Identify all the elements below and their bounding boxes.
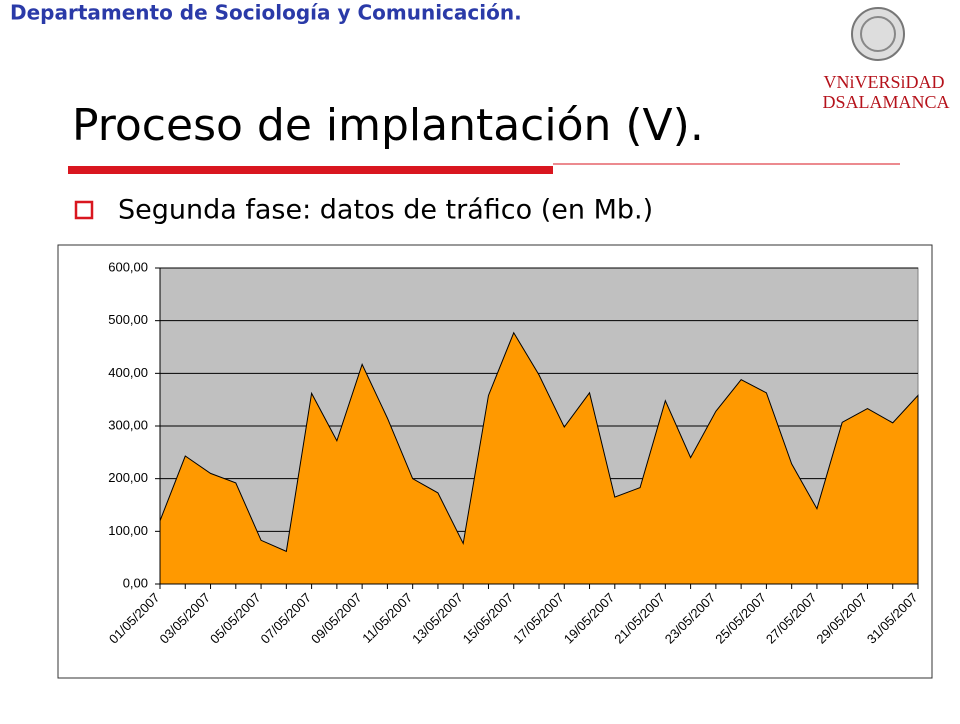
title: Proceso de implantación (V).	[72, 100, 704, 151]
y-tick-label: 100,00	[108, 523, 148, 538]
bullet-text: Segunda fase: datos de tráfico (en Mb.)	[118, 195, 653, 226]
bullet-icon	[74, 200, 94, 220]
y-tick-label: 500,00	[108, 312, 148, 327]
logo-line: VNiVERSiDAD	[823, 72, 944, 92]
seal-inner	[860, 16, 896, 52]
y-tick-label: 600,00	[108, 259, 148, 274]
seal	[851, 7, 905, 61]
y-tick-label: 200,00	[108, 470, 148, 485]
logo-line: DSALAMANCA	[822, 92, 949, 112]
y-tick-label: 300,00	[108, 417, 148, 432]
y-tick-label: 0,00	[123, 575, 148, 590]
header: Departamento de Sociología y Comunicació…	[10, 1, 522, 25]
title-bar	[68, 166, 553, 174]
area	[159, 331, 919, 585]
y-tick-label: 400,00	[108, 365, 148, 380]
